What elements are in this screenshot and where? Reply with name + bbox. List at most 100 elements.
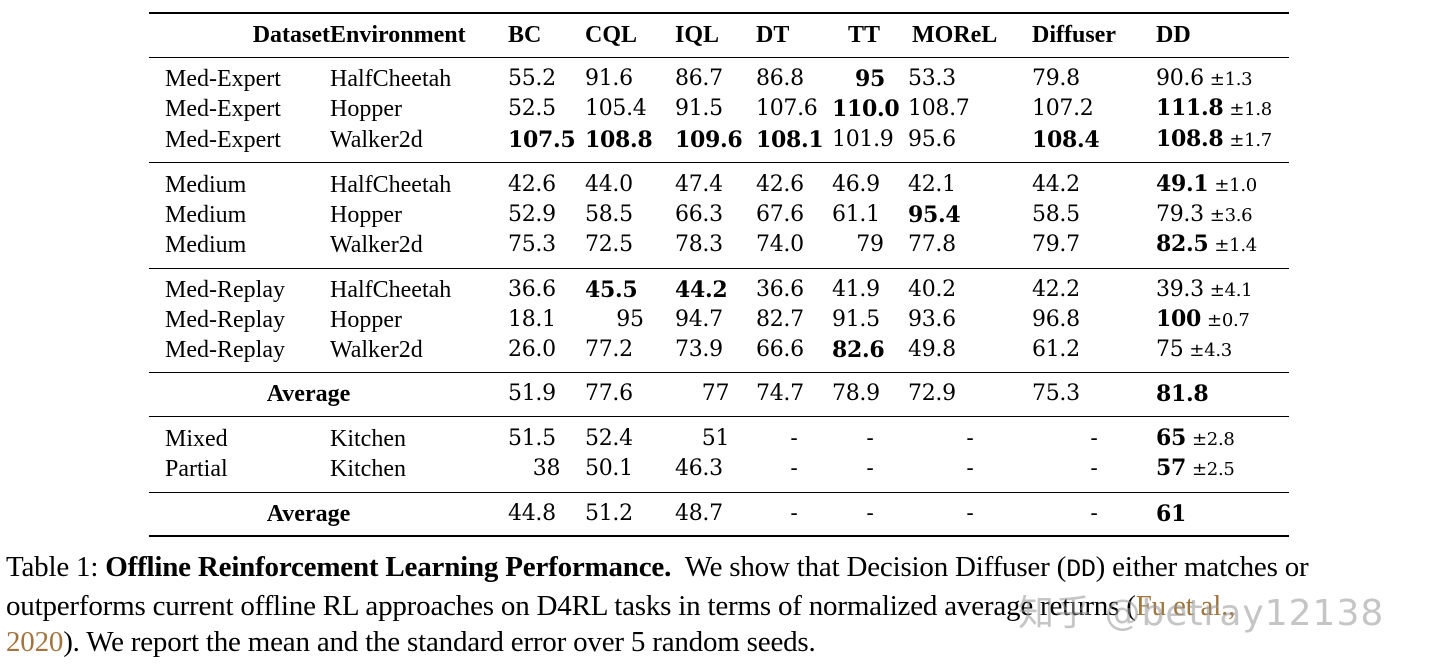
cell-iql: 46.3 xyxy=(675,456,723,481)
cell-dd: 65 ±2.8 xyxy=(1156,415,1289,454)
cell-cql: 52.4 xyxy=(585,415,675,454)
cell-iql: 91.5 xyxy=(675,96,723,121)
cell-cql: 91.6 xyxy=(585,66,633,91)
cell-dd: 39.3 ±4.1 xyxy=(1156,267,1289,305)
cell-diffuser: 79.8 xyxy=(1032,66,1080,91)
table-row: Med-Replay Hopper 18.1 95 94.7 82.7 91.5… xyxy=(149,305,1289,336)
dd-mean: 57 xyxy=(1156,455,1187,481)
table-row: Med-Replay HalfCheetah 36.6 45.5 44.2 36… xyxy=(149,267,1289,305)
cell-cql: 108.8 xyxy=(585,126,653,153)
table-row: Med-Expert HalfCheetah 55.2 91.6 86.7 86… xyxy=(149,57,1289,94)
dd-stderr: ±1.3 xyxy=(1209,68,1253,90)
cell-dt: 108.1 xyxy=(756,126,824,153)
dd-stderr: ±4.1 xyxy=(1209,279,1253,301)
cell-morel: - xyxy=(908,415,1032,454)
dd-mean: 90.6 xyxy=(1156,65,1204,91)
table-row: Mixed Kitchen 51.5 52.4 51 - - - - 65 ±2.… xyxy=(149,415,1289,454)
cell-cql: 45.5 xyxy=(585,267,675,305)
cell-iql: 51 xyxy=(675,415,756,454)
dd-mean: 82.5 xyxy=(1156,231,1209,257)
cell-dataset: Partial xyxy=(165,456,228,482)
table-row: Med-Replay Walker2d 26.0 77.2 73.9 66.6 … xyxy=(149,336,1289,373)
dd-mean: 79.3 xyxy=(1156,201,1204,227)
cell-cql: 105.4 xyxy=(585,96,647,121)
cell-iql: 86.7 xyxy=(675,66,723,91)
cell-cql: 51.2 xyxy=(585,491,675,537)
cell-dt: 67.6 xyxy=(756,202,804,227)
cell-diffuser: 108.4 xyxy=(1032,126,1100,153)
cell-cql: 72.5 xyxy=(585,232,633,257)
cell-tt: - xyxy=(832,415,908,454)
cell-environment: Walker2d xyxy=(330,126,423,153)
cell-iql: 47.4 xyxy=(675,162,756,201)
header-morel: MOReL xyxy=(908,12,1032,58)
header-dd: DD xyxy=(1156,12,1289,58)
cell-dd: 108.8 ±1.7 xyxy=(1156,125,1289,163)
citation-link[interactable]: Fu et al., 2020 xyxy=(6,590,1236,658)
header-bc: BC xyxy=(508,12,585,58)
cell-cql: 50.1 xyxy=(585,456,633,481)
cell-morel: 95.6 xyxy=(908,126,956,152)
cell-dd: 57 ±2.5 xyxy=(1156,454,1289,492)
table-row-average: Average 44.8 51.2 48.7 - - - - 61 xyxy=(149,491,1289,537)
cell-diffuser: - xyxy=(1090,456,1098,481)
cell-bc: 36.6 xyxy=(508,267,585,305)
cell-diffuser: 61.2 xyxy=(1032,337,1080,362)
cell-environment: Walker2d xyxy=(330,232,423,258)
cell-dt: 82.7 xyxy=(756,307,804,332)
cell-morel: 93.6 xyxy=(908,307,956,332)
table-row: Med-Expert Hopper 52.5 105.4 91.5 107.6 … xyxy=(149,94,1289,125)
dd-mean: 39.3 xyxy=(1156,276,1204,302)
cell-dd: 61 xyxy=(1156,491,1289,537)
cell-dt: 86.8 xyxy=(756,66,804,91)
cell-dataset: Medium xyxy=(165,202,247,228)
cell-morel: - xyxy=(966,456,974,481)
caption-title: Offline Reinforcement Learning Performan… xyxy=(105,551,672,583)
cell-tt: 95 xyxy=(854,66,885,92)
cell-tt: 91.5 xyxy=(832,307,880,332)
cell-tt: 110.0 xyxy=(832,96,900,122)
cell-iql: 109.6 xyxy=(675,126,743,153)
cell-dataset: Med-Replay xyxy=(165,307,285,333)
cell-dd: 111.8 ±1.8 xyxy=(1156,94,1289,125)
cell-tt: - xyxy=(866,456,874,481)
cell-bc: 75.3 xyxy=(508,232,556,257)
cell-morel: 108.7 xyxy=(908,96,970,121)
cell-environment: HalfCheetah xyxy=(330,267,508,305)
cell-diffuser: 79.7 xyxy=(1032,232,1080,257)
cell-diffuser: 58.5 xyxy=(1032,202,1080,227)
header-environment: Environment xyxy=(330,12,508,58)
cell-environment: HalfCheetah xyxy=(330,162,508,201)
dd-mean: 65 xyxy=(1156,424,1187,451)
cell-dt: 74.0 xyxy=(756,232,804,257)
header-diffuser: Diffuser xyxy=(1032,12,1156,58)
dd-mean: 100 xyxy=(1156,306,1202,332)
cell-iql: 48.7 xyxy=(675,491,756,537)
cell-diffuser: 44.2 xyxy=(1032,162,1156,201)
cell-dataset: Med-Replay xyxy=(165,337,285,363)
table-row: Medium Walker2d 75.3 72.5 78.3 74.0 79 7… xyxy=(149,230,1289,268)
table-row: Medium HalfCheetah 42.6 44.0 47.4 42.6 4… xyxy=(149,162,1289,201)
cell-tt: 46.9 xyxy=(832,162,908,201)
cell-dd: 100 ±0.7 xyxy=(1156,305,1289,336)
cell-dt: 107.6 xyxy=(756,96,818,121)
table-row: Partial Kitchen 38 50.1 46.3 - - - - 57 ±… xyxy=(149,454,1289,492)
cell-dt: - xyxy=(790,456,798,481)
cell-dd: 81.8 xyxy=(1156,372,1289,416)
cell-dataset: Med-Expert xyxy=(165,96,281,122)
cell-dataset: Med-Expert xyxy=(165,126,281,153)
cell-iql: 94.7 xyxy=(675,307,723,332)
dd-stderr: ±1.8 xyxy=(1229,99,1272,120)
cell-bc: 44.8 xyxy=(508,491,585,537)
cell-dd: 75 ±4.3 xyxy=(1156,336,1289,373)
cell-dataset: Med-Expert xyxy=(165,66,281,92)
cell-environment: Hopper xyxy=(330,307,402,333)
header-iql: IQL xyxy=(675,12,756,58)
dd-mean: 108.8 xyxy=(1156,125,1224,152)
header-tt: TT xyxy=(832,12,908,58)
table-row: Medium Hopper 52.9 58.5 66.3 67.6 61.1 9… xyxy=(149,201,1289,231)
dd-stderr: ±1.0 xyxy=(1214,175,1257,196)
table-row-average: Average 51.9 77.6 77 74.7 78.9 72.9 75.3… xyxy=(149,372,1289,416)
cell-bc: 52.5 xyxy=(508,96,556,121)
cell-environment: Kitchen xyxy=(330,456,406,482)
